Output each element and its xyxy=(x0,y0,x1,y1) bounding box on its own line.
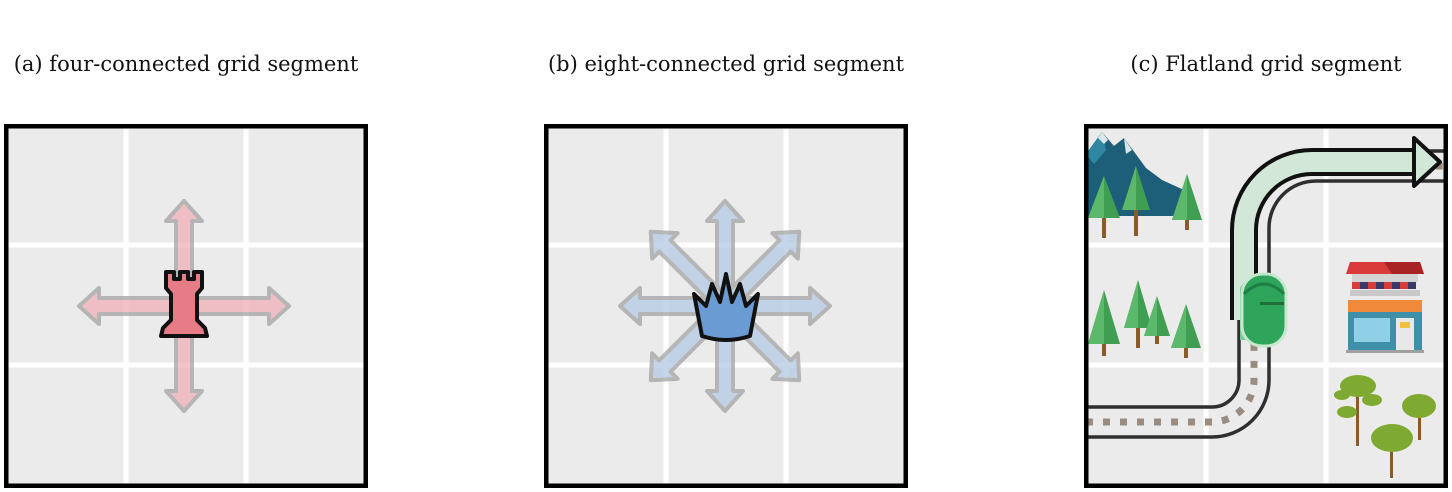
caption-c: (c) Flatland grid segment xyxy=(1130,52,1402,76)
deciduous-tree-icon xyxy=(1402,394,1436,440)
deciduous-tree-icon xyxy=(1334,375,1382,446)
pine-tree-icon xyxy=(1172,174,1202,230)
arrow-right-icon xyxy=(186,286,291,326)
mountain-icon xyxy=(1086,132,1194,216)
panel-flatland xyxy=(1084,124,1448,488)
grid-four-connected xyxy=(4,124,368,488)
grid-flatland xyxy=(1084,124,1448,488)
pine-tree-icon xyxy=(1144,296,1170,344)
deciduous-tree-icon xyxy=(1371,424,1413,478)
pine-tree-icon xyxy=(1124,280,1152,348)
pine-tree-icon xyxy=(1171,304,1201,358)
path-arrow-icon xyxy=(1230,136,1442,320)
move-arrows xyxy=(77,199,291,413)
crown-icon xyxy=(692,272,760,342)
caption-b: (b) eight-connected grid segment xyxy=(547,52,905,76)
grid-lines xyxy=(1086,126,1446,486)
station-building-icon xyxy=(1346,262,1424,353)
grid-eight-connected xyxy=(544,124,908,488)
caption-a: (a) four-connected grid segment xyxy=(13,52,359,76)
arrow-left-icon xyxy=(77,286,182,326)
panel-four-connected xyxy=(4,124,368,488)
pine-tree-icon xyxy=(1122,166,1150,236)
pine-tree-icon xyxy=(1088,290,1120,356)
pine-tree-icon xyxy=(1088,176,1120,238)
train-icon xyxy=(1240,272,1288,348)
rook-icon xyxy=(159,270,209,338)
panel-eight-connected xyxy=(544,124,908,488)
